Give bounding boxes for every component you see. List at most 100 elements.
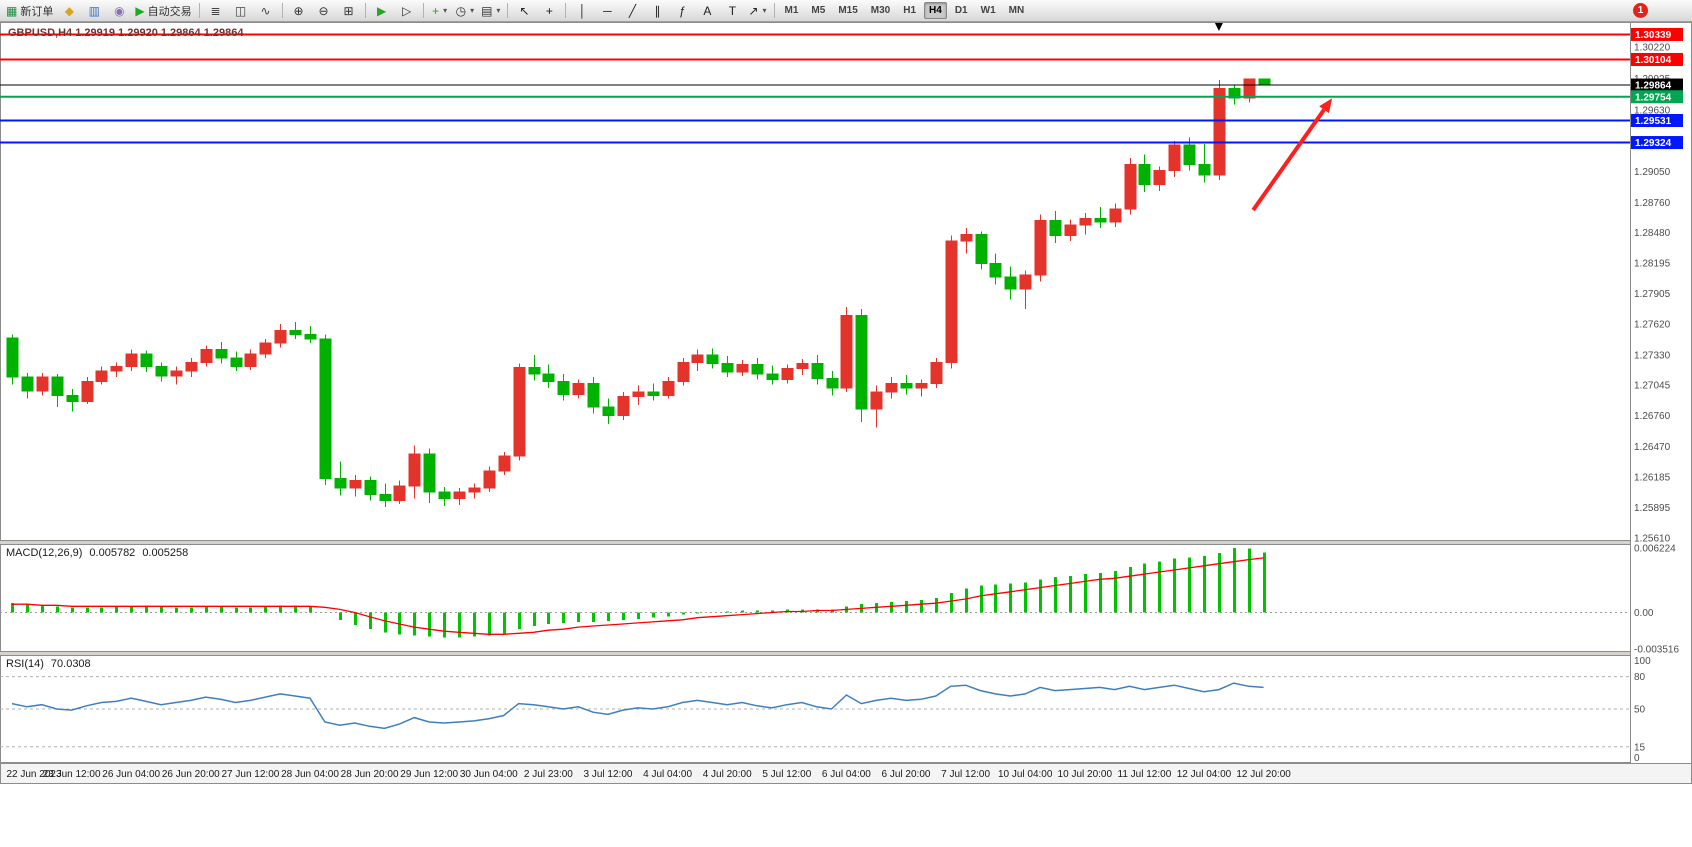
main-chart-pane[interactable] bbox=[0, 22, 1692, 541]
candle-bar bbox=[274, 329, 287, 344]
auto-scroll-icon: ▶ bbox=[376, 3, 387, 18]
timeframe-h1-button[interactable]: H1 bbox=[903, 5, 917, 16]
price-axis-label: 1.25610 bbox=[1634, 534, 1671, 545]
line-chart-button[interactable]: ∿ bbox=[254, 1, 278, 21]
alerts-button[interactable]: ◉ bbox=[107, 1, 131, 21]
text-label-button[interactable]: T bbox=[720, 1, 744, 21]
text-icon: A bbox=[703, 3, 712, 18]
date-label: 30 Jun 04:00 bbox=[460, 769, 518, 780]
candle-bar bbox=[140, 353, 153, 368]
channel-icon: ∥ bbox=[654, 3, 661, 18]
timeframe-d1-button[interactable]: D1 bbox=[954, 5, 968, 16]
candle-bar bbox=[95, 370, 108, 382]
channel-button[interactable]: ∥ bbox=[645, 1, 669, 21]
price-axis-label: 1.29050 bbox=[1634, 167, 1671, 178]
vertical-line-button[interactable]: │ bbox=[570, 1, 594, 21]
candle-bar bbox=[66, 394, 79, 403]
crosshair-button[interactable]: + bbox=[537, 1, 561, 21]
price-badge-1.29754: 1.29754 bbox=[1631, 90, 1683, 104]
periods-icon: ◷ bbox=[455, 3, 467, 18]
timeframe-m15-button[interactable]: M15 bbox=[838, 5, 858, 16]
macd-axis-label: -0.003516 bbox=[1634, 645, 1679, 656]
templates-button[interactable]: ▤ ▾ bbox=[478, 1, 503, 21]
toolbar-separator bbox=[364, 3, 366, 18]
macd-signal-line bbox=[12, 557, 1264, 635]
zoom-in-button[interactable]: ⊕ bbox=[287, 1, 311, 21]
macd-axis-label: 0.00 bbox=[1634, 608, 1654, 619]
trendline-button[interactable]: ╱ bbox=[620, 1, 644, 21]
date-label: 3 Jul 12:00 bbox=[584, 769, 633, 780]
candle-bar bbox=[1034, 220, 1047, 276]
zoom-out-button[interactable]: ⊖ bbox=[312, 1, 336, 21]
cursor-button[interactable]: ↖ bbox=[512, 1, 536, 21]
candle-bar bbox=[1198, 163, 1211, 176]
candle-bar bbox=[1049, 220, 1062, 237]
candle-bar bbox=[1004, 276, 1017, 290]
price-badge-1.29531: 1.29531 bbox=[1631, 113, 1683, 127]
svg-text:1.29754: 1.29754 bbox=[1635, 92, 1672, 103]
candle-bar bbox=[379, 493, 392, 502]
svg-text:1.30339: 1.30339 bbox=[1635, 30, 1672, 41]
trendline-icon: ╱ bbox=[628, 3, 637, 18]
candle-bar bbox=[349, 480, 362, 489]
price-axis-label: 1.29630 bbox=[1634, 105, 1671, 116]
rsi-indicator-label: RSI(14) 70.0308 bbox=[6, 658, 91, 670]
bar-chart-icon: ≣ bbox=[210, 3, 221, 18]
date-label: 5 Jul 12:00 bbox=[762, 769, 811, 780]
price-axis-label: 1.28760 bbox=[1634, 198, 1671, 209]
rsi-axis-label: 80 bbox=[1634, 672, 1646, 683]
line-chart-icon: ∿ bbox=[260, 3, 271, 18]
timeframe-w1-button[interactable]: W1 bbox=[980, 5, 996, 16]
price-axis-label: 1.25895 bbox=[1634, 503, 1671, 514]
price-badge-1.29864: 1.29864 bbox=[1631, 78, 1683, 92]
text-button[interactable]: A bbox=[695, 1, 719, 21]
candle-bar bbox=[230, 357, 243, 368]
fibonacci-button[interactable]: ƒ bbox=[670, 1, 694, 21]
profiles-button[interactable]: ▥ bbox=[82, 1, 106, 21]
candle-bar bbox=[453, 491, 466, 500]
history-center-button[interactable]: ◆ bbox=[57, 1, 81, 21]
timeframe-m1-button[interactable]: M1 bbox=[784, 5, 799, 16]
candle-bar bbox=[528, 367, 541, 375]
macd-signal-value: 0.005258 bbox=[142, 547, 189, 559]
candle-bar bbox=[1094, 218, 1107, 223]
candle-bar bbox=[587, 383, 600, 408]
arrows-button[interactable]: ↗ ▾ bbox=[745, 1, 769, 21]
timeframe-m5-button[interactable]: M5 bbox=[811, 5, 826, 16]
candle-bar bbox=[1258, 78, 1271, 86]
candle-bar bbox=[110, 366, 123, 372]
tile-windows-button[interactable]: ⊞ bbox=[337, 1, 361, 21]
auto-scroll-button[interactable]: ▶ bbox=[370, 1, 394, 21]
horizontal-line-button[interactable]: ─ bbox=[595, 1, 619, 21]
bar-chart-button[interactable]: ≣ bbox=[204, 1, 228, 21]
candle-bar bbox=[125, 353, 138, 368]
timeframe-h4-button[interactable]: H4 bbox=[924, 2, 947, 19]
new-order-button[interactable]: ▦ 新订单 bbox=[3, 1, 56, 21]
toolbar-separator bbox=[281, 3, 283, 18]
price-axis-label: 1.26185 bbox=[1634, 472, 1671, 483]
ohlc-readout: GBPUSD,H4 1.29919 1.29920 1.29864 1.2986… bbox=[8, 27, 244, 39]
horizontal-line-icon: ─ bbox=[603, 3, 612, 18]
trend-arrow-annotation[interactable] bbox=[1251, 98, 1333, 212]
candlestick-chart-button[interactable]: ◫ bbox=[229, 1, 253, 21]
date-label: 27 Jun 12:00 bbox=[221, 769, 279, 780]
notifications-badge[interactable]: 1 bbox=[1633, 3, 1648, 18]
auto-trading-button[interactable]: ▶ 自动交易 bbox=[132, 1, 194, 21]
indicators-button[interactable]: + ▾ bbox=[428, 1, 452, 21]
candlestick-chart-icon: ◫ bbox=[234, 3, 247, 18]
date-label: 22 Jun 2023 bbox=[6, 769, 61, 780]
chart-shift-button[interactable]: ▷ bbox=[395, 1, 419, 21]
history-center-icon: ◆ bbox=[64, 3, 74, 18]
timeframe-mn-button[interactable]: MN bbox=[1008, 5, 1025, 16]
timeframe-m30-button[interactable]: M30 bbox=[870, 5, 891, 16]
tile-windows-icon: ⊞ bbox=[343, 3, 354, 18]
arrows-icon: ↗ bbox=[748, 3, 759, 18]
candle-bar bbox=[244, 353, 257, 368]
periods-button[interactable]: ◷ ▾ bbox=[453, 1, 478, 21]
candle-bar bbox=[900, 383, 913, 389]
macd-pane[interactable] bbox=[0, 544, 1692, 652]
candle-bar bbox=[796, 362, 809, 370]
date-label: 28 Jun 04:00 bbox=[281, 769, 339, 780]
